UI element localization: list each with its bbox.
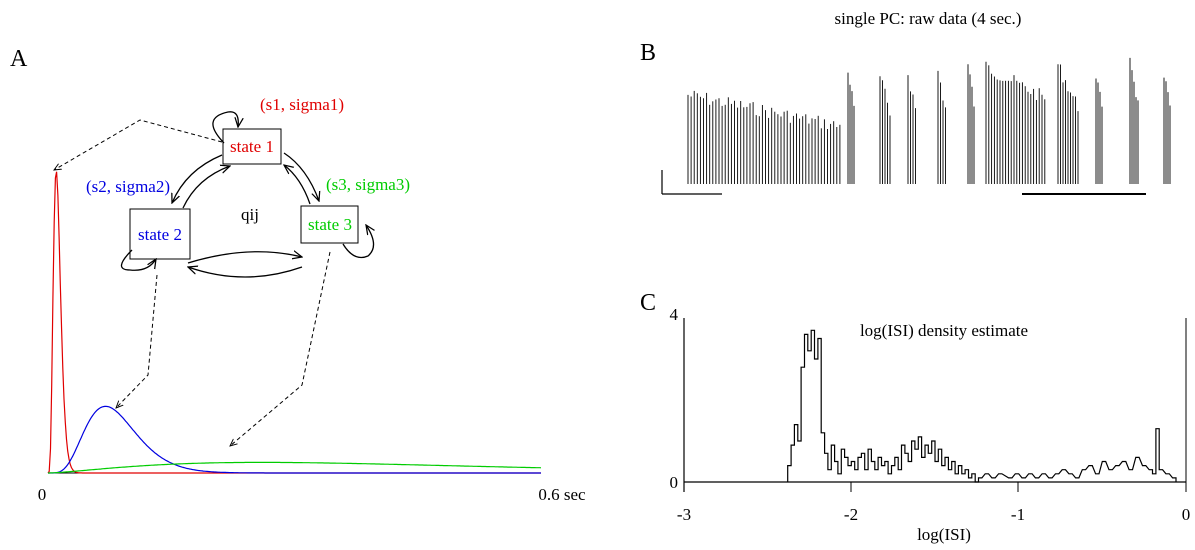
- panel-a-x-tick-end: 0.6 sec: [538, 485, 586, 504]
- state-3-box: [300, 205, 359, 244]
- panel-b: B single PC: raw data (4 sec.): [640, 9, 1171, 195]
- x-tick-label: -1: [1011, 505, 1025, 524]
- arrow-1-to-2: [172, 154, 223, 203]
- panel-b-letter: B: [640, 40, 656, 66]
- density-curve-state-1: [47, 171, 541, 474]
- state-2-label: state 2: [138, 225, 182, 244]
- state-3-label: state 3: [308, 215, 352, 234]
- spike-train: [687, 57, 1171, 184]
- pointer-state-2: [116, 274, 158, 408]
- panel-a-x-tick-start: 0: [38, 485, 47, 504]
- transition-label: qij: [241, 205, 259, 224]
- arrow-2-to-3: [187, 252, 302, 264]
- arrow-3-to-2: [188, 267, 303, 278]
- state-1-params: (s1, sigma1): [260, 95, 344, 114]
- state-1-box: [222, 128, 282, 165]
- panel-a: A state 1 (s1, sigma1) state 2 (s2, sigm…: [10, 46, 586, 504]
- y-tick-label: 0: [670, 473, 679, 492]
- pointer-state-1: [54, 119, 223, 170]
- x-tick-label: 0: [1182, 505, 1191, 524]
- panel-a-letter: A: [10, 46, 28, 72]
- density-curve-state-2: [48, 405, 541, 474]
- panel-c-letter: C: [640, 290, 656, 316]
- self-loop-2: [120, 249, 156, 271]
- panel-c-title: log(ISI) density estimate: [860, 321, 1028, 340]
- state-1-label: state 1: [230, 137, 274, 156]
- histogram-outline: [787, 329, 1177, 483]
- state-2-box: [129, 208, 191, 260]
- x-tick-label: -2: [844, 505, 858, 524]
- x-tick-label: -3: [677, 505, 691, 524]
- self-loop-1: [212, 111, 238, 144]
- y-tick-label: 4: [670, 305, 679, 324]
- arrow-3-to-1: [284, 165, 311, 205]
- isi-histogram: [787, 329, 1177, 483]
- pointer-state-3: [230, 251, 331, 446]
- state-2-params: (s2, sigma2): [86, 177, 170, 196]
- density-curve-state-3: [48, 461, 542, 474]
- self-loop-3: [342, 225, 374, 259]
- state-3-params: (s3, sigma3): [326, 175, 410, 194]
- panel-c-xlabel: log(ISI): [917, 525, 971, 544]
- density-curves: [47, 171, 542, 474]
- panel-c: C log(ISI) density estimate -3 -2 -1 0 0…: [640, 290, 1190, 544]
- arrow-1-to-3: [283, 152, 319, 201]
- panel-b-title: single PC: raw data (4 sec.): [835, 9, 1022, 28]
- arrow-2-to-1: [182, 166, 230, 209]
